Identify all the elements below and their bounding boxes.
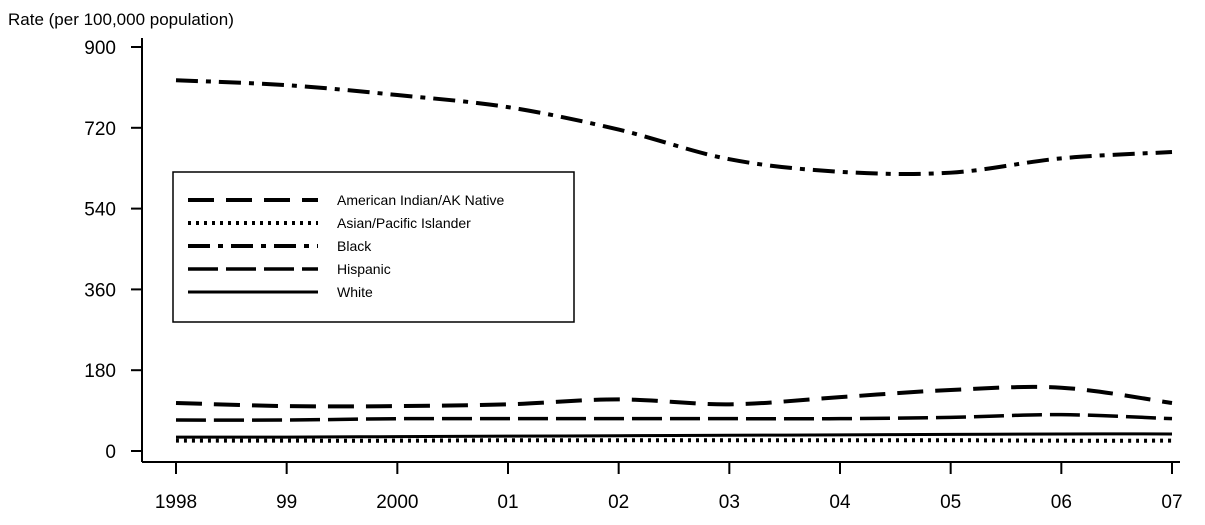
- x-tick-label: 05: [940, 492, 961, 513]
- y-tick-label: 900: [84, 38, 116, 59]
- x-tick-label: 06: [1051, 492, 1072, 513]
- legend: American Indian/AK Native Asian/Pacific I…: [172, 171, 575, 323]
- series-line-black: [175, 78, 1173, 176]
- x-tick-label: 03: [719, 492, 740, 513]
- series-line-american-indian-ak-native: [175, 384, 1173, 409]
- x-tick-label: 1998: [155, 492, 197, 513]
- x-tick-label: 2000: [376, 492, 418, 513]
- legend-label: American Indian/AK Native: [337, 192, 505, 208]
- legend-label: Hispanic: [337, 261, 391, 277]
- series-line-asian-pacific-islander: [176, 438, 1173, 443]
- y-tick-label: 0: [105, 442, 116, 463]
- y-tick-label: 180: [84, 361, 116, 382]
- x-axis-ticks: 1998 99 2000 01 02 03 04 05 06 07: [155, 462, 1183, 513]
- x-tick-label: 04: [829, 492, 851, 513]
- series-lines: [175, 78, 1173, 443]
- y-axis-ticks: 0 180 360 540 720 900: [84, 38, 142, 463]
- legend-label: Asian/Pacific Islander: [337, 215, 471, 231]
- y-axis-title: Rate (per 100,000 population): [8, 10, 234, 29]
- x-tick-label: 02: [608, 492, 629, 513]
- y-tick-label: 540: [84, 200, 116, 221]
- series-line-white: [175, 432, 1173, 439]
- x-tick-label: 07: [1161, 492, 1182, 513]
- legend-label: White: [337, 284, 373, 300]
- x-tick-label: 01: [497, 492, 518, 513]
- series-line-hispanic: [175, 412, 1173, 422]
- legend-label: Black: [337, 238, 372, 254]
- x-tick-label: 99: [276, 492, 297, 513]
- y-tick-label: 720: [84, 119, 116, 140]
- y-tick-label: 360: [84, 280, 116, 301]
